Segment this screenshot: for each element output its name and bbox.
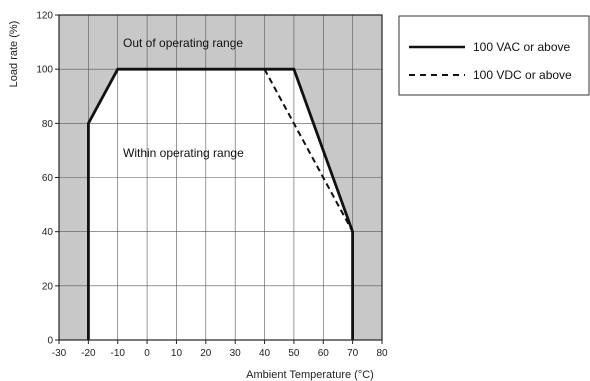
legend-box	[399, 16, 589, 95]
x-tick-label: -20	[81, 348, 96, 359]
x-tick-label: 20	[200, 348, 212, 359]
x-tick-label: 10	[171, 348, 183, 359]
annotation-within-range: Within operating range	[123, 146, 244, 160]
legend-label-vdc: 100 VDC or above	[473, 68, 572, 82]
annotation-out-of-range: Out of operating range	[123, 36, 243, 50]
x-tick-label: 70	[347, 348, 359, 359]
y-axis-ticks: 0 20 40 60 80 100 120	[36, 11, 59, 347]
x-tick-label: 0	[144, 348, 150, 359]
y-tick-label: 100	[36, 65, 53, 76]
x-tick-label: 40	[259, 348, 271, 359]
x-tick-label: 80	[376, 348, 388, 359]
legend: 100 VAC or above 100 VDC or above	[399, 16, 589, 95]
y-tick-label: 0	[47, 336, 53, 347]
x-tick-label: -30	[52, 348, 67, 359]
x-axis-ticks: -30 -20 -10 0 10 20 30 40 50 60 70 80	[52, 340, 388, 359]
y-axis-label: Load rate (%)	[8, 21, 20, 88]
x-tick-label: 30	[230, 348, 242, 359]
y-tick-label: 80	[42, 119, 54, 130]
x-tick-label: 60	[318, 348, 330, 359]
y-tick-label: 20	[42, 281, 54, 292]
y-tick-label: 120	[36, 11, 53, 22]
y-tick-label: 60	[42, 173, 54, 184]
y-tick-label: 40	[42, 227, 54, 238]
x-axis-label: Ambient Temperature (°C)	[246, 369, 374, 381]
x-tick-label: 50	[288, 348, 300, 359]
legend-label-vac: 100 VAC or above	[473, 40, 570, 54]
x-tick-label: -10	[111, 348, 126, 359]
